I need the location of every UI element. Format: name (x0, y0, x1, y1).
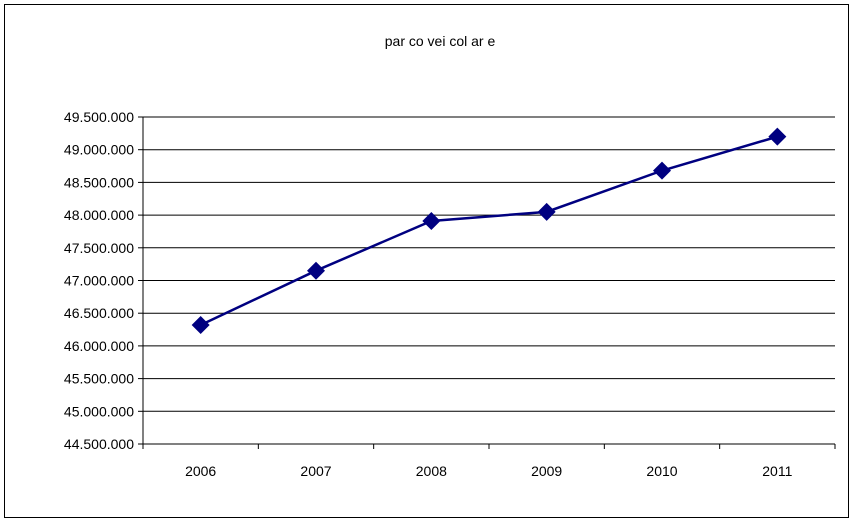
chart-frame (4, 4, 849, 518)
y-tick-label: 48.500.000 (64, 174, 134, 190)
data-point-marker (653, 161, 671, 180)
y-tick-label: 45.000.000 (64, 403, 134, 419)
x-tick-label: 2006 (185, 463, 216, 479)
y-tick-label: 45.500.000 (64, 371, 134, 387)
data-point-marker (191, 315, 210, 334)
series (191, 127, 787, 334)
y-tick-labels: 44.500.000 45.000.000 45.500.000 46.000.000… (64, 109, 134, 452)
x-tick-label: 2008 (416, 463, 447, 479)
x-tick-label: 2010 (646, 463, 677, 479)
x-tick-labels: 2006 2007 2008 2009 2010 2011 (185, 463, 793, 479)
x-tick-label: 2009 (531, 463, 562, 479)
y-tick-label: 47.500.000 (64, 240, 134, 256)
gridlines (143, 116, 835, 412)
data-point-marker (537, 202, 556, 221)
y-tick-label: 49.500.000 (64, 109, 134, 125)
data-point-marker (768, 127, 787, 146)
chart-title: par co vei col ar e (385, 33, 496, 49)
data-point-marker (422, 211, 441, 230)
data-point-marker (307, 261, 325, 280)
y-tick-label: 47.000.000 (64, 273, 134, 289)
series-line (200, 135, 778, 327)
axes (138, 116, 836, 449)
y-tick-label: 44.500.000 (64, 436, 134, 452)
y-tick-label: 49.000.000 (64, 142, 134, 158)
x-tick-label: 2011 (762, 463, 792, 479)
y-tick-label: 48.000.000 (64, 207, 134, 223)
y-tick-label: 46.000.000 (64, 338, 134, 354)
y-tick-label: 46.500.000 (64, 305, 134, 321)
x-tick-label: 2007 (300, 463, 331, 479)
